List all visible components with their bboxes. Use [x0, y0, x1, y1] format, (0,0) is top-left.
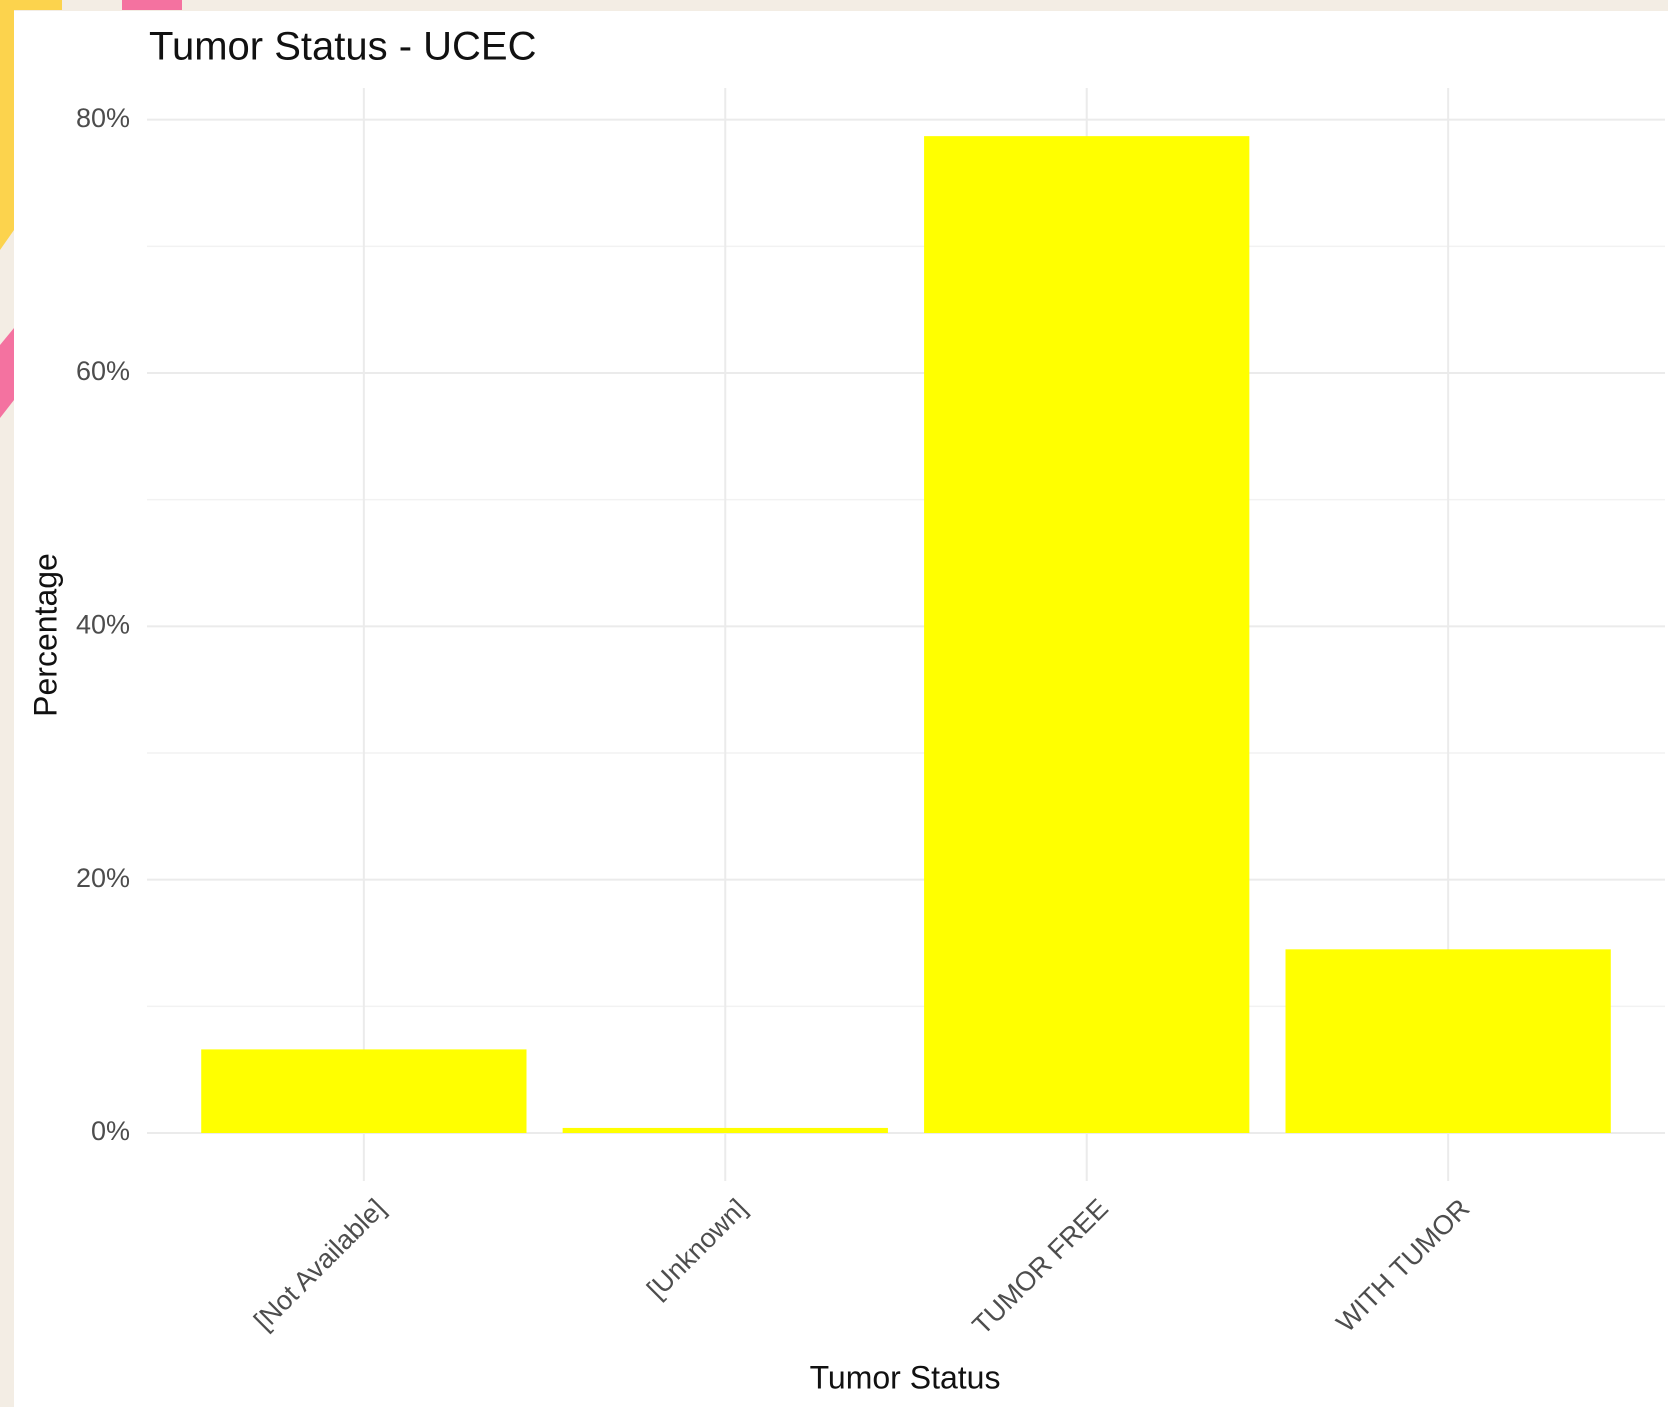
- y-axis-title: Percentage: [27, 553, 63, 717]
- panel: [14, 11, 1668, 1407]
- chart-title: Tumor Status - UCEC: [149, 25, 536, 69]
- y-tick-label: 80%: [76, 103, 130, 133]
- y-tick-label: 0%: [91, 1116, 130, 1146]
- bar: [924, 136, 1250, 1134]
- decoration: [0, 0, 62, 250]
- bar: [1285, 949, 1611, 1133]
- decoration: [122, 0, 182, 10]
- y-tick-label: 20%: [76, 863, 130, 893]
- y-tick-label: 40%: [76, 609, 130, 639]
- bar: [201, 1049, 527, 1133]
- bar: [562, 1127, 888, 1133]
- decoration: [0, 328, 14, 418]
- y-tick-label: 60%: [76, 356, 130, 386]
- x-axis-title: Tumor Status: [810, 1359, 1001, 1395]
